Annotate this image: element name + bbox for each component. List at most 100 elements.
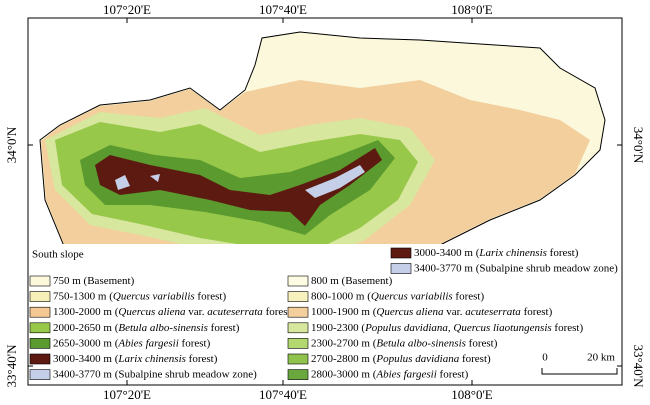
legend-label-part: Abies fargesii [375,368,436,380]
legend-label-part: Quercus variabilis [113,290,195,302]
legend-label-part: 750 m (Basement) [53,275,135,287]
latitude-label: 34°0'N [4,126,19,163]
legend-label: 1900-2300 (Populus davidiana, Quercus li… [311,321,583,333]
legend-label-part: Larix chinensis [478,247,547,259]
legend-label-part: forest) [466,337,498,349]
legend-label: 2300-2700 m (Betula albo-sinensis forest… [311,337,498,349]
legend-label-part: 2300-2700 m ( [311,337,377,349]
legend-label-part: 750-1300 m ( [53,290,113,302]
longitude-label: 108°0'E [451,387,493,402]
legend-swatch [29,338,51,349]
legend-label-part: 1900-2300 ( [311,321,365,333]
legend-label: 2650-3000 m (Abies fargesii forest) [53,337,211,349]
legend-label-part: Betula albo-sinensis [376,337,466,349]
legend-label-part: 2800-3000 m ( [311,368,377,380]
legend-label-part: acuteserrata [465,306,521,318]
legend-label-part: 2650-3000 m ( [53,337,119,349]
legend-swatch [287,353,309,365]
legend-label-part: Quercus variabilis [371,290,453,302]
legend-label: 3400-3770 m (Subalpine shrub meadow zone… [53,368,257,380]
scale-bar: 0 20 km [541,352,618,375]
legend-label-part: forest) [208,321,240,333]
legend-label: 3000-3400 m (Larix chinensis forest) [53,353,218,365]
legend-label: 1300-2000 m (Quercus aliena var. acutese… [53,306,295,318]
legend-label-part: forest) [459,353,491,365]
legend-label: 750 m (Basement) [53,275,135,287]
legend-label-part: Betula albo-sinensis [118,321,208,333]
legend-label-part: 1000-1900 m ( [311,306,377,318]
legend-label-part: 3000-3400 m ( [414,247,480,259]
legend-swatch [287,322,309,334]
legend-swatch [287,306,309,318]
legend-label: 2700-2800 m (Populus davidiana forest) [311,353,491,365]
legend-label-part: 2000-2650 m ( [53,321,119,333]
scale-end: 20 km [587,352,615,364]
legend-label-part: forest) [437,368,469,380]
legend-label-part: Quercus aliena [376,306,444,318]
legend-label-part: 3400-3770 m (Subalpine shrub meadow zone… [414,262,618,274]
longitude-label: 108°0'E [451,2,493,17]
legend-label-part: Quercus aliena [118,306,186,318]
legend-label-part: Larix chinensis [117,353,186,365]
map-frame [27,17,623,386]
legend-panel [388,244,622,276]
longitude-label: 107°20'E [103,387,151,402]
legend-label-part: forest) [179,337,211,349]
legend-swatch [287,291,309,302]
legend-heading: South slope [32,249,84,261]
ridge [95,148,382,226]
longitude-label: 107°40'E [259,387,307,402]
legend-swatch [29,369,51,380]
legend-swatch [29,353,51,365]
legend-label-part: Quercus liaotungensis [453,321,551,333]
legend-label-part: forest) [547,247,579,259]
latitude-label: 33°40'N [631,345,646,389]
legend-swatch [287,369,309,380]
legend-label: 800 m (Basement) [311,275,393,287]
legend-label-part: forest) [263,306,295,318]
legend-label: 1000-1900 m (Quercus aliena var. acutese… [311,306,553,318]
latitude-label: 33°40'N [4,344,19,388]
legend-swatch [29,322,51,334]
legend-label-part: , [448,321,454,333]
legend-label-part: Abies fargesii [117,337,178,349]
legend-swatch [287,338,309,349]
legend-label-part: var. [444,306,466,318]
scale-start: 0 [542,352,548,364]
legend-label-part: var. [186,306,208,318]
legend-label-part: forest) [521,306,553,318]
terrain [39,31,606,286]
longitude-label: 107°40'E [259,2,307,17]
fir-belt [80,140,395,235]
legend-label-part: 800 m (Basement) [311,275,393,287]
legend-label-part: 1300-2000 m ( [53,306,119,318]
legend-swatch [29,275,51,287]
legend-label-part: 800-1000 m ( [311,290,371,302]
legend-label-part: Populus davidiana [375,353,459,365]
legend-label: 3400-3770 m (Subalpine shrub meadow zone… [414,262,618,274]
legend-label-part: Populus davidiana [364,321,448,333]
latitude-label: 34°0'N [631,127,646,164]
legend-label: 800-1000 m (Quercus variabilis forest) [311,290,484,302]
legend-swatch [390,263,412,274]
legend-swatch [29,291,51,302]
scale-bar-line [541,368,618,375]
legend-label-part: forest) [195,290,227,302]
legend-label-part: forest) [186,353,218,365]
legend-label: 2000-2650 m (Betula albo-sinensis forest… [53,321,240,333]
legend-label: 2800-3000 m (Abies fargesii forest) [311,368,469,380]
legend-label-part: acuteserrata [207,306,263,318]
legend-label-part: forest) [552,321,584,333]
legend-label: 3000-3400 m (Larix chinensis forest) [414,247,579,259]
legend-swatch [29,306,51,318]
legend-label-part: 2700-2800 m ( [311,353,377,365]
legend-swatch [287,275,309,287]
legend-swatch [390,247,412,259]
legend-label: 750-1300 m (Quercus variabilis forest) [53,290,226,302]
legend-label-part: forest) [453,290,485,302]
legend-label-part: 3000-3400 m ( [53,353,119,365]
legend-label-part: 3400-3770 m (Subalpine shrub meadow zone… [53,368,257,380]
longitude-label: 107°20'E [103,2,151,17]
